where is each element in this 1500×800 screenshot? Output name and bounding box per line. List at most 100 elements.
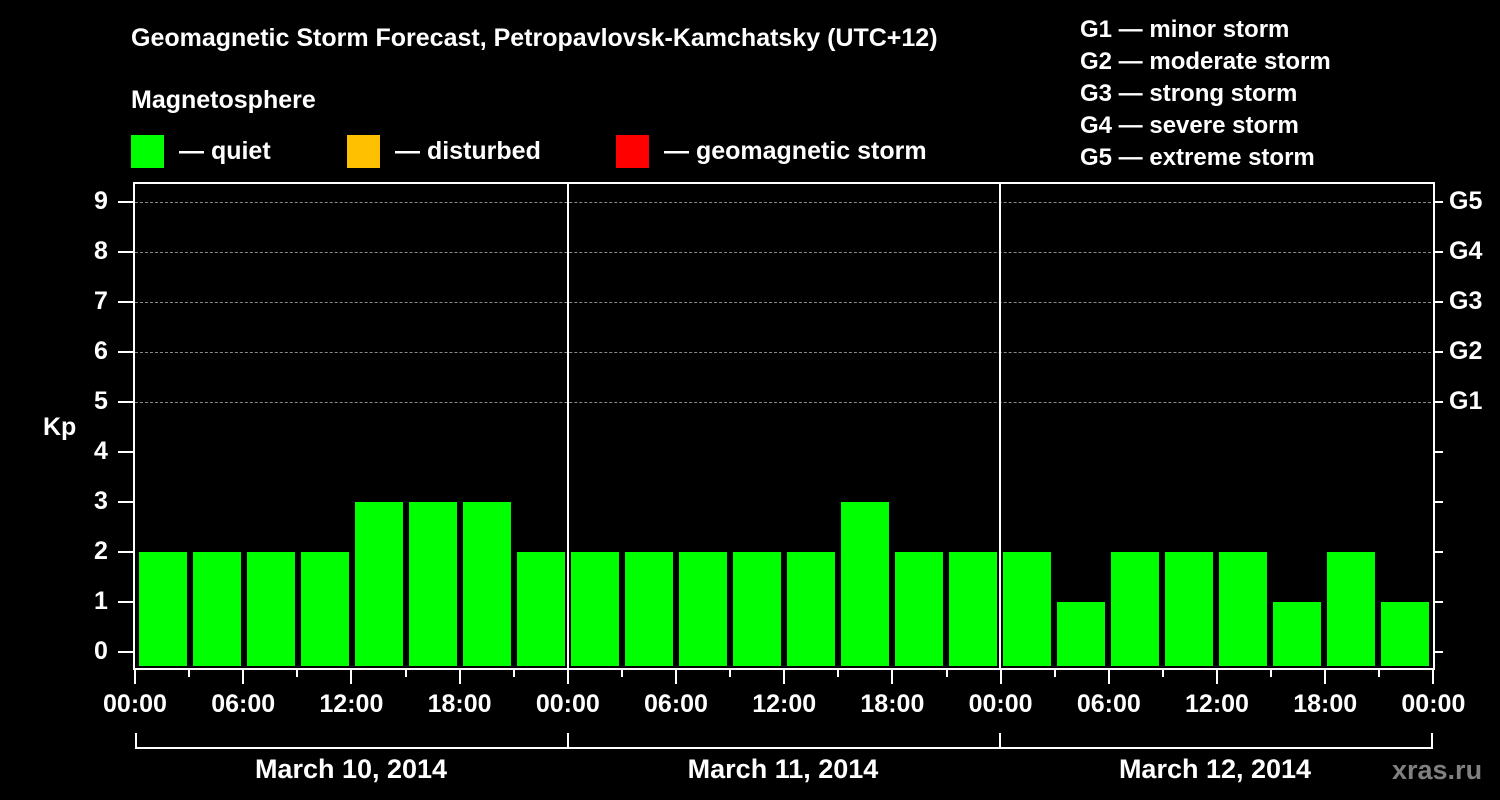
x-tick (188, 668, 191, 677)
y-tick-label: 9 (94, 187, 108, 215)
kp-bar (949, 552, 997, 666)
x-tick (1216, 668, 1218, 684)
legend-disturbed: — disturbed (347, 134, 541, 168)
x-tick-label: 18:00 (1293, 690, 1358, 718)
kp-bar (517, 552, 565, 666)
x-tick-label: 18:00 (427, 690, 492, 718)
g-scale-label: G2 (1449, 337, 1483, 365)
x-tick-label: 12:00 (1185, 690, 1249, 718)
right-tick (1433, 451, 1443, 453)
right-tick (1433, 301, 1443, 303)
kp-bar (355, 502, 403, 666)
y-tick-label: 8 (94, 237, 108, 265)
x-tick (350, 668, 353, 684)
chart-title: Geomagnetic Storm Forecast, Petropavlovs… (131, 24, 938, 52)
quiet-swatch-icon (131, 134, 164, 168)
kp-bar (787, 552, 835, 666)
y-tick-label: 0 (94, 637, 108, 665)
legend-heading: Magnetosphere (131, 86, 316, 114)
right-tick (1433, 501, 1443, 503)
kp-bar (1003, 552, 1051, 666)
x-tick-label: 00:00 (535, 690, 600, 718)
x-tick-label: 00:00 (968, 690, 1033, 718)
y-tick-label: 7 (94, 287, 108, 315)
y-tick (118, 451, 133, 453)
x-tick (566, 668, 569, 684)
x-tick (1270, 668, 1273, 677)
kp-bar (409, 502, 457, 666)
x-tick (1161, 668, 1164, 677)
right-tick (1433, 651, 1443, 653)
y-tick (118, 601, 133, 603)
x-tick-label: 06:00 (644, 690, 708, 718)
g-scale-label: G3 (1449, 287, 1483, 315)
kp-bar (841, 502, 889, 666)
y-tick-label: 6 (94, 337, 108, 365)
kp-bar (1165, 552, 1213, 666)
right-tick (1433, 351, 1443, 353)
kp-bar (1057, 602, 1105, 666)
y-tick (118, 551, 133, 553)
x-tick (404, 668, 407, 677)
x-tick-label: 00:00 (1401, 690, 1466, 718)
x-tick-label: 00:00 (103, 690, 167, 718)
storm-scale-g1: G1 — minor storm (1080, 16, 1290, 43)
x-tick-label: 12:00 (319, 690, 384, 718)
day-divider (567, 182, 569, 668)
gridline (135, 202, 1431, 203)
x-tick (1378, 668, 1381, 677)
kp-bar (193, 552, 241, 666)
y-tick-label: 3 (94, 487, 108, 515)
y-tick (118, 651, 133, 653)
kp-bar (1273, 602, 1321, 666)
day-bracket-tick (135, 733, 137, 749)
x-tick (1107, 668, 1110, 684)
kp-bar (301, 552, 349, 666)
y-tick (118, 351, 133, 353)
day-bracket-tick (999, 733, 1001, 749)
y-tick-label: 2 (94, 537, 108, 565)
g-scale-label: G1 (1449, 387, 1483, 415)
disturbed-swatch-icon (347, 134, 380, 168)
storm-scale-g2: G2 — moderate storm (1080, 48, 1331, 75)
day-bracket (135, 747, 1433, 749)
kp-bar (463, 502, 511, 666)
x-tick-label: 12:00 (752, 690, 817, 718)
gridline (135, 302, 1431, 303)
right-tick (1433, 201, 1443, 203)
x-tick-label: 06:00 (1076, 690, 1141, 718)
day-bracket-tick (1431, 733, 1433, 749)
y-tick (118, 301, 133, 303)
storm-swatch-icon (616, 134, 649, 168)
x-tick (1324, 668, 1327, 684)
x-tick (134, 668, 136, 684)
g-scale-label: G5 (1449, 187, 1483, 215)
storm-scale-g5: G5 — extreme storm (1080, 144, 1315, 171)
x-tick (1432, 668, 1435, 684)
right-tick (1433, 551, 1443, 553)
y-tick (118, 201, 133, 203)
day-divider (999, 182, 1001, 668)
x-tick (512, 668, 515, 677)
y-tick-label: 4 (94, 437, 108, 465)
day-label: March 11, 2014 (687, 754, 879, 784)
gridline (135, 402, 1431, 403)
legend-quiet: — quiet (131, 134, 271, 168)
y-tick-label: 5 (94, 387, 108, 415)
legend-quiet-label: — quiet (179, 136, 271, 165)
x-tick (999, 668, 1002, 684)
kp-bar (247, 552, 295, 666)
x-tick (729, 668, 732, 677)
right-tick (1433, 251, 1443, 253)
kp-bar (139, 552, 187, 666)
watermark: xras.ru (1392, 755, 1483, 785)
kp-bar (1381, 602, 1429, 666)
day-label: March 12, 2014 (1118, 754, 1312, 784)
kp-bar (1219, 552, 1267, 666)
legend-storm: — geomagnetic storm (616, 134, 927, 168)
x-tick-label: 18:00 (860, 690, 925, 718)
kp-bar (1111, 552, 1159, 666)
y-axis-label: Kp (43, 413, 77, 441)
plot-frame (133, 182, 1435, 670)
gridline (135, 352, 1431, 353)
